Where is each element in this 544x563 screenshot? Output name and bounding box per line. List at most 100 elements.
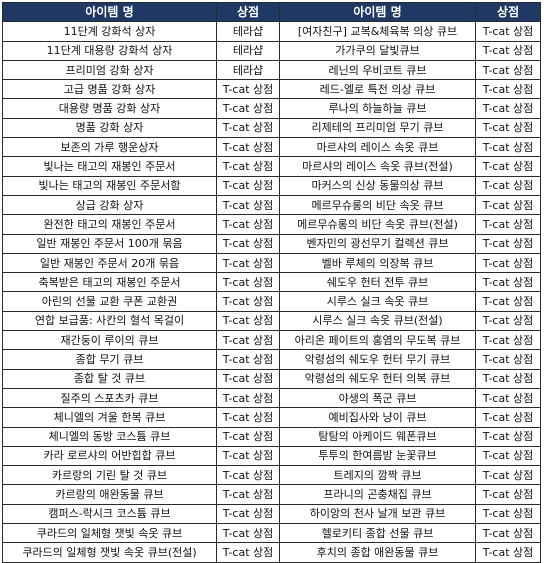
table-row: 캠퍼스-락시크 코스튬 큐브 T-cat 상점 하이앙의 천사 날개 보관 큐브 T-… (2, 503, 541, 525)
item-name-left-cell: 체니엘의 동방 코스튬 큐브 (2, 426, 217, 447)
table-row: 빛나는 태고의 재봉인 주문서함 T-cat 상점 마커스의 신상 동물의상 큐브 T… (2, 175, 541, 196)
shop-left-cell: T-cat 상점 (216, 407, 280, 428)
item-name-right-cell: 야생의 폭군 큐브 (279, 387, 476, 409)
shop-left-cell: T-cat 상점 (216, 98, 280, 119)
shop-right-cell: T-cat 상점 (475, 21, 541, 42)
item-name-left-cell: 축복받은 태고의 재봉인 주문서 (2, 272, 217, 293)
shop-right-cell: T-cat 상점 (475, 137, 541, 158)
table-row: 종합 탈 것 큐브 T-cat 상점 악령섬의 쉐도우 헌터 의복 큐브 T-cat … (2, 368, 541, 389)
shop-right-cell: T-cat 상점 (475, 117, 541, 139)
item-name-right-cell: 악령섬의 쉐도우 헌터 의복 큐브 (279, 368, 476, 389)
table-row: 프리미엄 강화 상자 테라샵 레닌의 우비코트 큐브 T-cat 상점 (2, 59, 541, 81)
shop-left-cell: T-cat 상점 (216, 349, 280, 370)
shop-right-cell: T-cat 상점 (475, 445, 541, 467)
shop-right-cell: T-cat 상점 (475, 542, 541, 563)
shop-right-cell: T-cat 상점 (475, 194, 541, 216)
table-row: 빛나는 태고의 재봉인 주문서 T-cat 상점 마르샤의 레이스 속옷 큐브(전설… (2, 156, 541, 177)
item-name-left-cell: 보존의 가루 행운상자 (2, 137, 217, 158)
item-name-left-cell: 재간둥이 루이의 큐브 (2, 330, 217, 351)
shop-right-cell: T-cat 상점 (475, 387, 541, 409)
table-row: 종합 무기 큐브 T-cat 상점 악령섬의 쉐도우 헌터 무기 큐브 T-cat 상… (2, 349, 541, 370)
shop-right-cell: T-cat 상점 (475, 349, 541, 370)
item-name-left-cell: 명품 강화 상자 (2, 117, 217, 139)
item-name-right-cell: [여자친구] 교복&체육복 의상 큐브 (279, 21, 476, 42)
shop-right-cell: T-cat 상점 (475, 40, 541, 61)
item-name-right-cell: 가가쿠의 달빛큐브 (279, 40, 476, 61)
shop-left-cell: T-cat 상점 (216, 194, 280, 216)
item-name-right-cell: 아리온 페이트의 홍염의 무도복 큐브 (279, 330, 476, 351)
item-name-left-cell: 연합 보급품: 사칸의 혈석 목걸이 (2, 310, 217, 332)
shop-right-cell: T-cat 상점 (475, 272, 541, 293)
table-row: 체니엘의 겨울 한복 큐브 T-cat 상점 예비집사와 냥이 큐브 T-cat 상점 (2, 407, 541, 428)
item-name-left-cell: 아린의 선물 교환 쿠폰 교환권 (2, 291, 217, 312)
table-row: 질주의 스포츠카 큐브 T-cat 상점 야생의 폭군 큐브 T-cat 상점 (2, 387, 541, 409)
shop-right-cell: T-cat 상점 (475, 310, 541, 332)
item-name-right-cell: 메르무슈롱의 비단 속옷 큐브 (279, 194, 476, 216)
item-name-right-cell: 예비집사와 냥이 큐브 (279, 407, 476, 428)
table-row: 고급 명품 강화 상자 T-cat 상점 레드-엘로 특전 의상 큐브 T-cat 상… (2, 79, 541, 100)
item-name-left-cell: 종합 탈 것 큐브 (2, 368, 217, 389)
item-name-right-cell: 마커스의 신상 동물의상 큐브 (279, 175, 476, 196)
table-row: 재간둥이 루이의 큐브 T-cat 상점 아리온 페이트의 홍염의 무도복 큐브 T-… (2, 330, 541, 351)
table-body: 11단계 강화석 상자 테라샵 [여자친구] 교복&체육복 의상 큐브 T-cat 상… (2, 21, 541, 563)
shop-right-cell: T-cat 상점 (475, 98, 541, 119)
shop-left-cell: T-cat 상점 (216, 330, 280, 351)
shop-right-cell: T-cat 상점 (475, 59, 541, 81)
item-name-right-cell: 트레지의 깜짝 큐브 (279, 465, 476, 486)
item-name-left-cell: 종합 무기 큐브 (2, 349, 217, 370)
item-name-left-cell: 대용량 명품 강화 상자 (2, 98, 217, 119)
table-row: 일반 재봉인 주문서 100개 묶음 T-cat 상점 벤자민의 광선무기 컬렉션 … (2, 233, 541, 254)
table-row: 체니엘의 동방 코스튬 큐브 T-cat 상점 탐탐의 아케이드 웨폰큐브 T-cat… (2, 426, 541, 447)
shop-left-cell: T-cat 상점 (216, 484, 280, 505)
table-row: 상급 강화 상자 T-cat 상점 메르무슈롱의 비단 속옷 큐브 T-cat 상점 (2, 194, 541, 216)
table-row: 보존의 가루 행운상자 T-cat 상점 마르샤의 레이스 속옷 큐브 T-cat 상… (2, 137, 541, 158)
item-name-left-cell: 고급 명품 강화 상자 (2, 79, 217, 100)
shop-right-cell: T-cat 상점 (475, 523, 541, 544)
item-name-left-cell: 빛나는 태고의 재봉인 주문서 (2, 156, 217, 177)
shop-right-cell: T-cat 상점 (475, 233, 541, 254)
header-shop-left: 상점 (216, 1, 280, 23)
shop-left-cell: T-cat 상점 (216, 156, 280, 177)
shop-right-cell: T-cat 상점 (475, 252, 541, 274)
shop-right-cell: T-cat 상점 (475, 465, 541, 486)
shop-left-cell: T-cat 상점 (216, 465, 280, 486)
item-name-right-cell: 시루스 실크 속옷 큐브(전설) (279, 310, 476, 332)
item-name-left-cell: 캠퍼스-락시크 코스튬 큐브 (2, 503, 217, 525)
table-row: 아린의 선물 교환 쿠폰 교환권 T-cat 상점 시루스 실크 속옷 큐브 T-ca… (2, 291, 541, 312)
table-row: 완전한 태고의 재봉인 주문서 T-cat 상점 메르무슈롱의 비단 속옷 큐브(전… (2, 214, 541, 235)
shop-left-cell: T-cat 상점 (216, 368, 280, 389)
item-name-left-cell: 질주의 스포츠카 큐브 (2, 387, 217, 409)
shop-right-cell: T-cat 상점 (475, 330, 541, 351)
table-row: 일반 재봉인 주문서 20개 묶음 T-cat 상점 벨바 루체의 의장복 큐브 T-… (2, 252, 541, 274)
table-header-row: 아이템 명 상점 아이템 명 상점 (2, 1, 541, 23)
table-row: 연합 보급품: 사칸의 혈석 목걸이 T-cat 상점 시루스 실크 속옷 큐브(전… (2, 310, 541, 332)
shop-right-cell: T-cat 상점 (475, 407, 541, 428)
shop-left-cell: T-cat 상점 (216, 233, 280, 254)
shop-left-cell: T-cat 상점 (216, 445, 280, 467)
shop-right-cell: T-cat 상점 (475, 368, 541, 389)
shop-right-cell: T-cat 상점 (475, 484, 541, 505)
item-name-right-cell: 시루스 실크 속옷 큐브 (279, 291, 476, 312)
shop-left-cell: 테라샵 (216, 21, 280, 42)
item-name-right-cell: 레드-엘로 특전 의상 큐브 (279, 79, 476, 100)
table-row: 쿠라드의 일체형 잿빛 속옷 큐브(전설) T-cat 상점 후치의 종합 애완동물… (2, 542, 541, 563)
item-name-right-cell: 후치의 종합 애완동물 큐브 (279, 542, 476, 563)
shop-left-cell: T-cat 상점 (216, 137, 280, 158)
item-name-left-cell: 프리미엄 강화 상자 (2, 59, 217, 81)
item-name-right-cell: 마르샤의 레이스 속옷 큐브(전설) (279, 156, 476, 177)
item-name-left-cell: 일반 재봉인 주문서 100개 묶음 (2, 233, 217, 254)
item-name-right-cell: 하이앙의 천사 날개 보관 큐브 (279, 503, 476, 525)
item-name-left-cell: 빛나는 태고의 재봉인 주문서함 (2, 175, 217, 196)
shop-left-cell: T-cat 상점 (216, 503, 280, 525)
item-name-right-cell: 쉐도우 헌터 전투 큐브 (279, 272, 476, 293)
table-row: 축복받은 태고의 재봉인 주문서 T-cat 상점 쉐도우 헌터 전투 큐브 T-ca… (2, 272, 541, 293)
shop-left-cell: T-cat 상점 (216, 214, 280, 235)
item-name-right-cell: 악령섬의 쉐도우 헌터 무기 큐브 (279, 349, 476, 370)
table-row: 카르랑의 기린 탈 것 큐브 T-cat 상점 트레지의 깜짝 큐브 T-cat 상점 (2, 465, 541, 486)
item-name-right-cell: 벨바 루체의 의장복 큐브 (279, 252, 476, 274)
shop-left-cell: T-cat 상점 (216, 117, 280, 139)
item-name-left-cell: 상급 강화 상자 (2, 194, 217, 216)
table-row: 대용량 명품 강화 상자 T-cat 상점 루나의 하늘하늘 큐브 T-cat 상점 (2, 98, 541, 119)
item-name-right-cell: 레닌의 우비코트 큐브 (279, 59, 476, 81)
